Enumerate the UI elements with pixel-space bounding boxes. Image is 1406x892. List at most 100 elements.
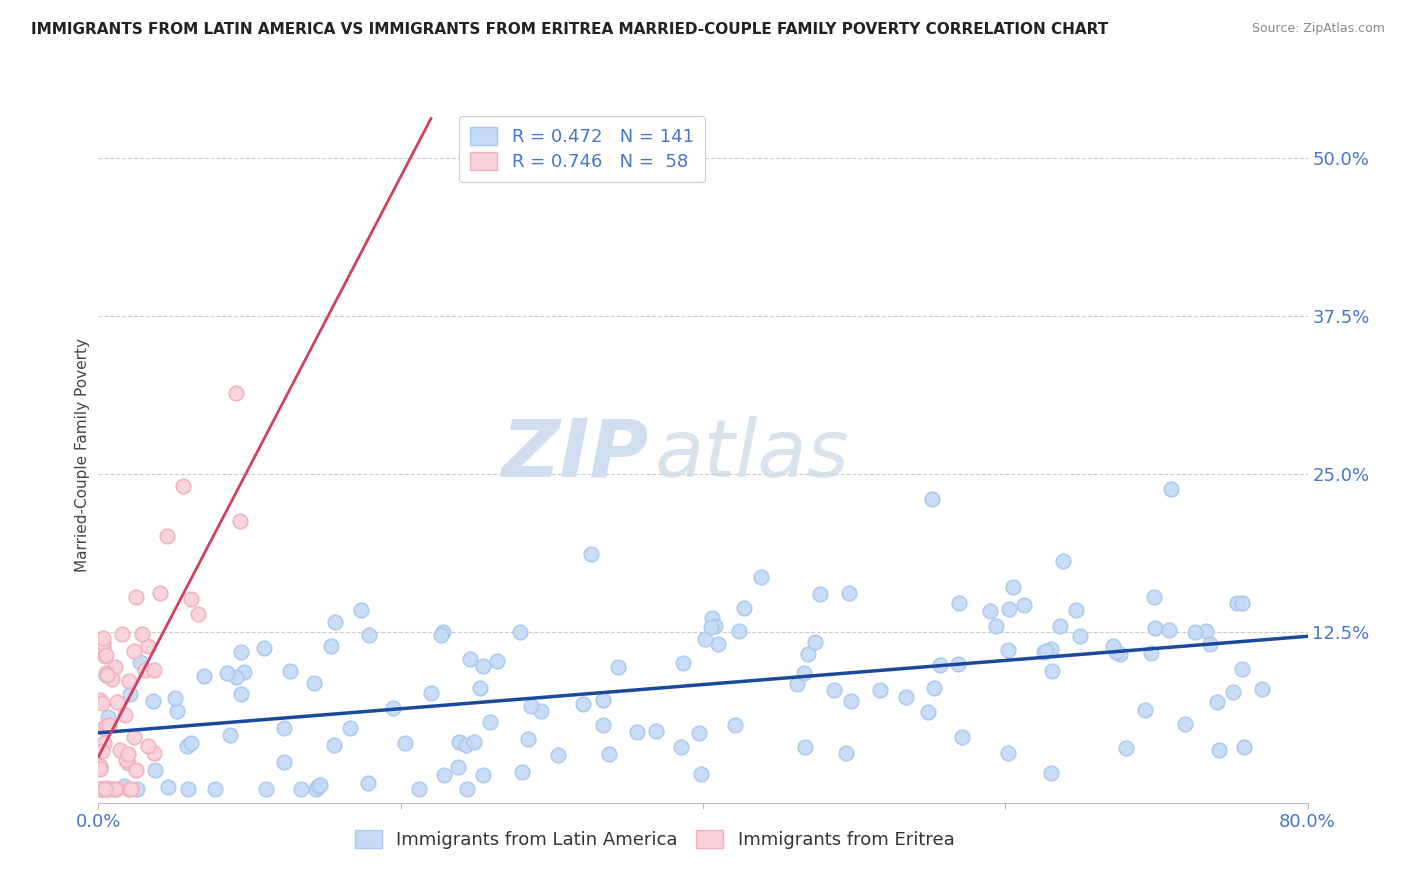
Point [984,619,1007,633]
Point [922,681,945,695]
Point [143,763,166,777]
Point [157,780,180,794]
Point [93,721,115,735]
Point [1174,717,1197,731]
Point [1064,602,1087,616]
Point [1199,637,1222,651]
Point [91,631,114,645]
Point [1108,647,1130,661]
Point [225,386,247,401]
Point [229,687,252,701]
Point [1001,580,1024,594]
Point [581,547,603,561]
Point [1184,625,1206,640]
Point [89,759,111,773]
Point [278,665,301,679]
Point [101,781,124,796]
Point [998,602,1021,616]
Point [156,529,179,543]
Point [120,781,142,796]
Point [793,666,815,681]
Point [96,668,118,682]
Point [749,570,772,584]
Point [688,725,710,739]
Point [382,700,405,714]
Point [707,637,730,651]
Point [118,781,141,796]
Point [447,759,470,773]
Text: ZIP: ZIP [501,416,648,494]
Point [1105,644,1128,658]
Point [98,718,121,732]
Point [470,681,492,695]
Point [1102,640,1125,654]
Point [96,668,118,682]
Point [447,735,470,749]
Point [122,730,145,744]
Point [91,696,114,710]
Point [948,657,970,671]
Point [592,718,614,732]
Point [100,672,122,686]
Point [1133,703,1156,717]
Point [254,781,277,796]
Point [433,767,456,781]
Point [547,748,569,763]
Point [143,746,166,760]
Point [471,659,494,673]
Point [134,663,156,677]
Point [308,778,330,792]
Point [979,604,1001,618]
Point [97,709,120,723]
Point [104,659,127,673]
Point [724,717,747,731]
Point [91,641,114,656]
Text: atlas: atlas [655,416,849,494]
Point [598,747,620,761]
Point [122,644,145,658]
Point [89,781,111,796]
Point [456,781,478,796]
Point [645,723,668,738]
Point [90,781,112,796]
Point [510,765,533,780]
Point [131,626,153,640]
Point [172,479,194,493]
Point [517,731,540,746]
Point [232,665,254,680]
Point [94,719,117,733]
Point [520,698,543,713]
Point [733,601,755,615]
Point [702,611,724,625]
Point [142,663,165,677]
Legend: Immigrants from Latin America, Immigrants from Eritrea: Immigrants from Latin America, Immigrant… [347,822,962,856]
Point [149,585,172,599]
Point [118,781,141,796]
Point [839,694,862,708]
Point [228,514,250,528]
Point [1226,597,1249,611]
Point [950,730,973,744]
Point [1233,740,1256,755]
Point [808,587,831,601]
Point [838,585,860,599]
Point [1069,629,1091,643]
Point [96,781,118,796]
Point [204,781,226,796]
Point [419,686,441,700]
Point [804,635,827,649]
Point [454,739,477,753]
Point [869,683,891,698]
Point [193,669,215,683]
Point [704,619,727,633]
Point [948,596,970,610]
Point [104,781,127,796]
Point [1222,684,1244,698]
Point [319,639,342,653]
Point [290,781,312,796]
Point [117,756,139,770]
Text: IMMIGRANTS FROM LATIN AMERICA VS IMMIGRANTS FROM ERITREA MARRIED-COUPLE FAMILY P: IMMIGRANTS FROM LATIN AMERICA VS IMMIGRA… [31,22,1108,37]
Point [1230,596,1253,610]
Point [89,760,111,774]
Point [94,648,117,662]
